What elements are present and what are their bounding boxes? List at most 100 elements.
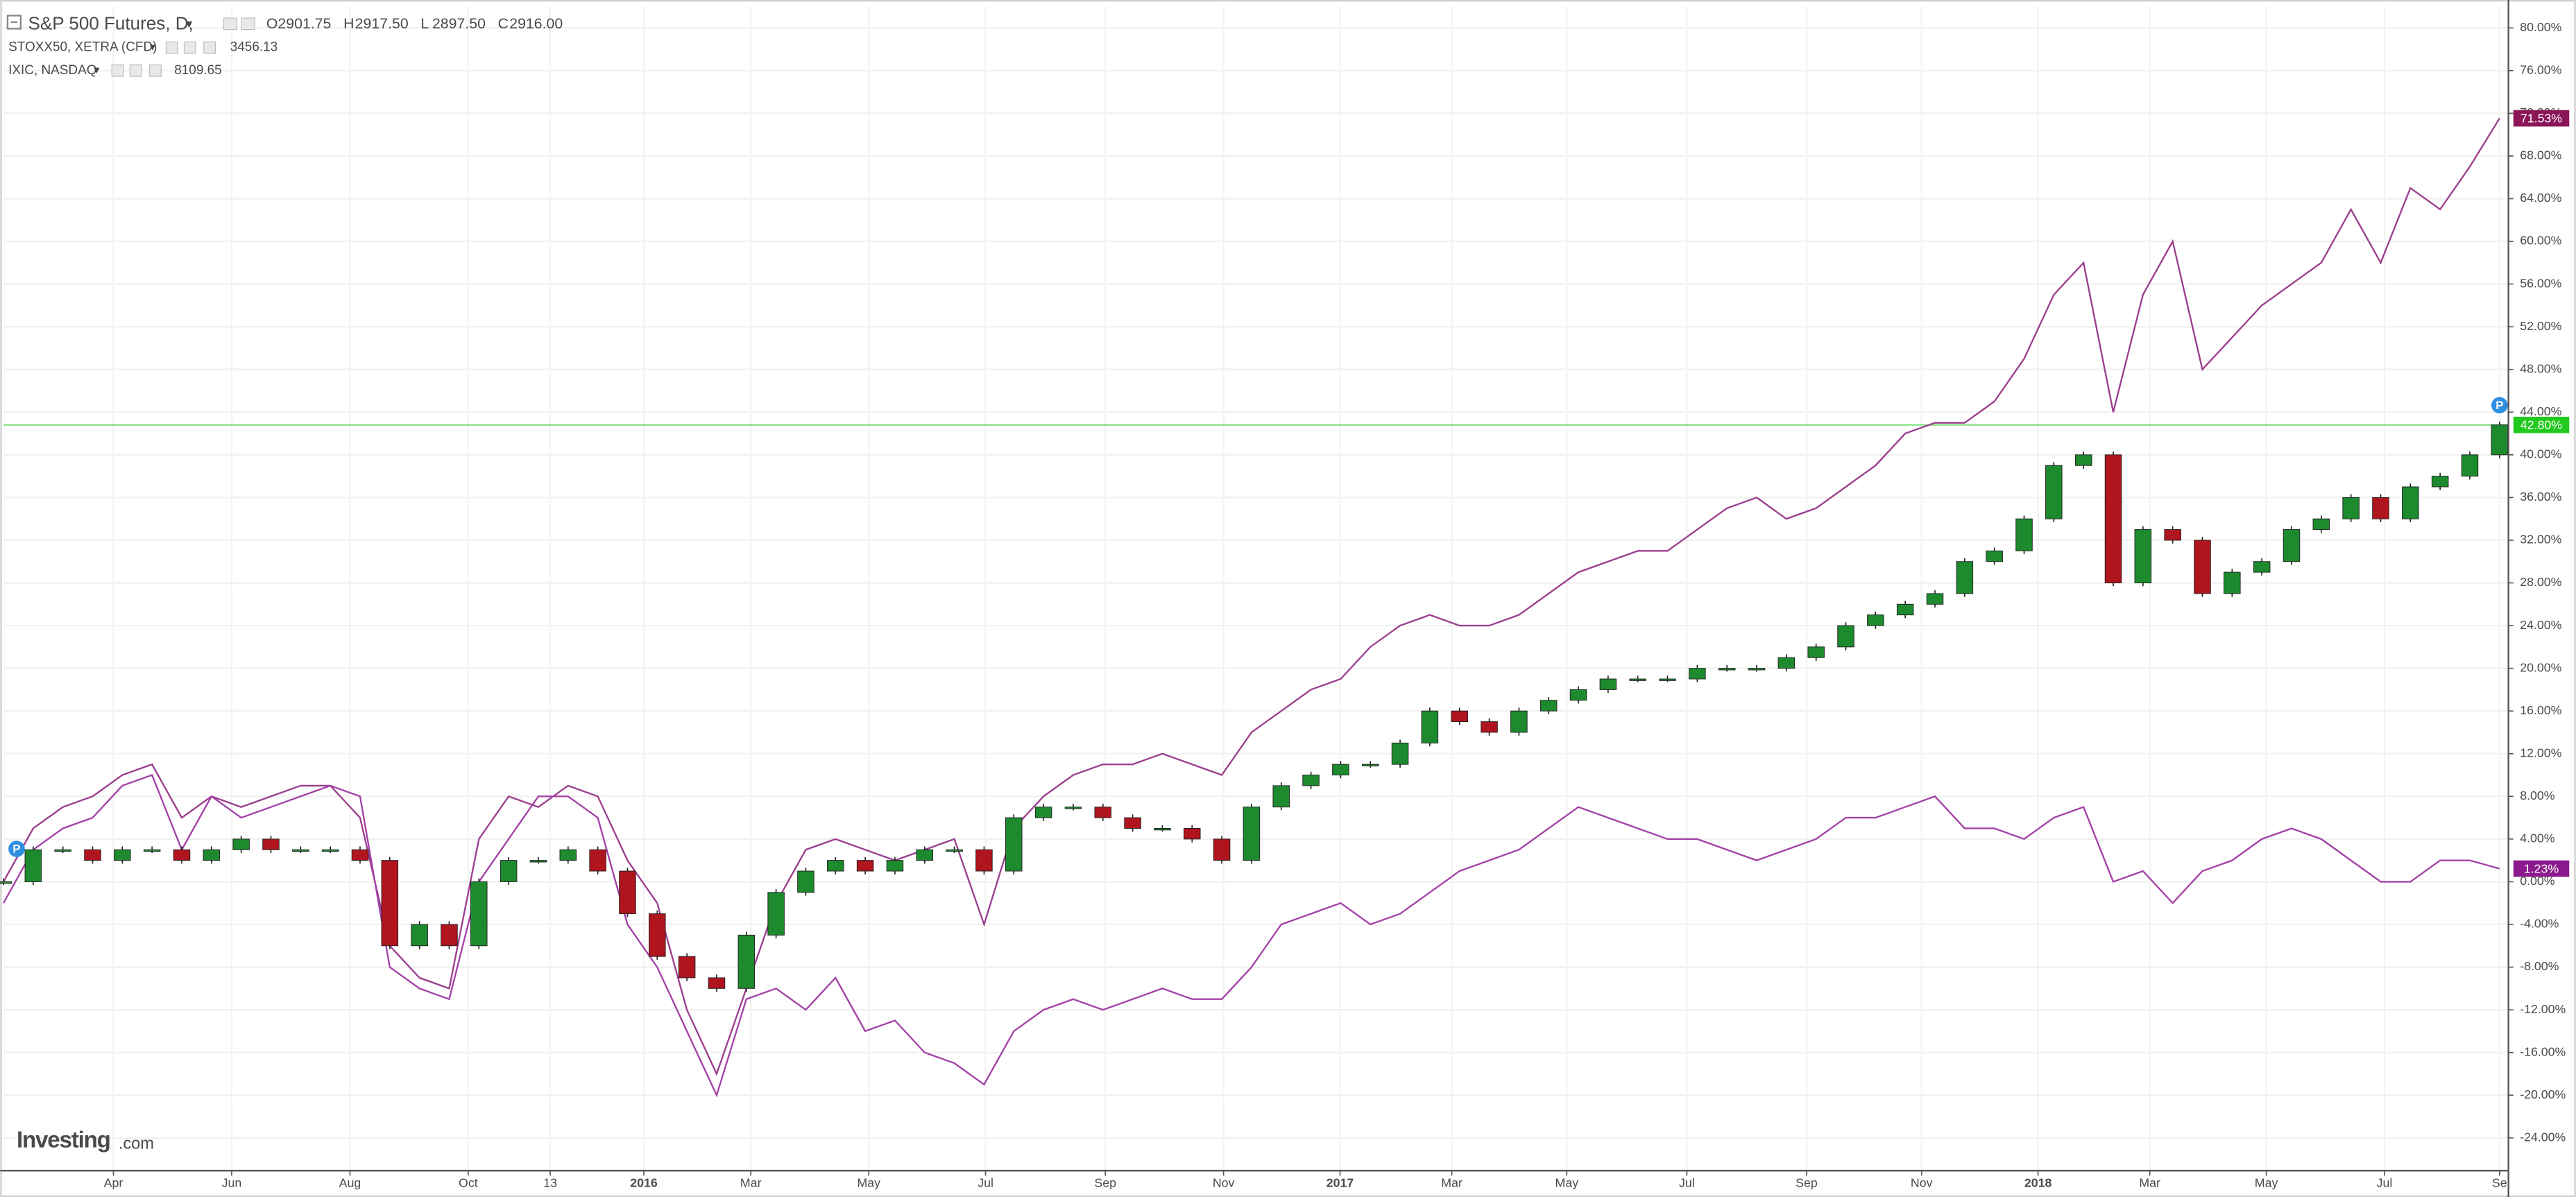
candle bbox=[2342, 497, 2360, 519]
candle bbox=[500, 860, 518, 882]
candle bbox=[559, 849, 577, 861]
y-tick-label: 8.00% bbox=[2520, 789, 2555, 802]
candle bbox=[529, 860, 547, 863]
dropdown-icon[interactable]: ▾ bbox=[94, 63, 100, 76]
candle bbox=[886, 860, 904, 872]
x-tick-label: May bbox=[2255, 1176, 2278, 1190]
candle bbox=[2491, 424, 2509, 456]
brand-suffix: .com bbox=[119, 1135, 154, 1153]
pin-icon[interactable] bbox=[2491, 397, 2508, 414]
close-icon[interactable] bbox=[203, 41, 216, 54]
candle bbox=[2461, 454, 2479, 477]
dropdown-icon[interactable]: ▾ bbox=[186, 17, 193, 32]
x-tick-label: Nov bbox=[1213, 1176, 1235, 1190]
x-tick-label: Mar bbox=[740, 1176, 762, 1190]
candle bbox=[84, 849, 101, 861]
ohlc-label: H bbox=[343, 15, 354, 32]
candle bbox=[24, 849, 42, 882]
candle bbox=[1777, 657, 1795, 669]
series-line bbox=[2, 774, 2500, 1098]
candle bbox=[619, 870, 636, 915]
candle bbox=[1332, 764, 1349, 775]
y-tick-label: -12.00% bbox=[2520, 1002, 2566, 1016]
x-tick-label: Sep bbox=[1795, 1176, 1818, 1190]
candle bbox=[203, 849, 221, 861]
y-tick-label: 28.00% bbox=[2520, 575, 2561, 589]
series-name: IXIC, NASDAQ bbox=[8, 63, 96, 78]
pin-icon[interactable] bbox=[8, 841, 25, 857]
y-tick-label: 52.00% bbox=[2520, 319, 2561, 333]
candle bbox=[827, 860, 844, 872]
brand: Investing bbox=[17, 1127, 110, 1153]
candle bbox=[2164, 529, 2181, 541]
candle bbox=[441, 924, 458, 947]
candle bbox=[1510, 710, 1528, 733]
candle bbox=[797, 870, 814, 893]
candle bbox=[232, 838, 250, 850]
close-icon[interactable] bbox=[149, 64, 162, 77]
settings-icon[interactable] bbox=[223, 17, 237, 31]
pin-icon-text: P bbox=[12, 843, 20, 856]
hide-icon[interactable] bbox=[183, 41, 196, 54]
candle bbox=[1094, 807, 1112, 818]
candle bbox=[975, 849, 993, 872]
y-tick-label: 16.00% bbox=[2520, 703, 2561, 717]
candle bbox=[1272, 785, 1290, 808]
y-tick-label: -8.00% bbox=[2520, 959, 2559, 973]
settings-icon[interactable] bbox=[165, 41, 178, 54]
ohlc-label: C bbox=[498, 15, 509, 32]
candle bbox=[1243, 807, 1261, 861]
ohlc-value: 2897.50 bbox=[432, 15, 486, 32]
x-tick-label: Jul bbox=[1679, 1176, 1695, 1190]
y-tick-label: -4.00% bbox=[2520, 917, 2559, 931]
candle bbox=[1689, 668, 1706, 680]
hide-icon[interactable] bbox=[241, 17, 255, 31]
x-tick-label: 2018 bbox=[2024, 1176, 2052, 1190]
candle bbox=[737, 934, 756, 989]
candle bbox=[1005, 817, 1023, 872]
candle bbox=[1986, 550, 2003, 562]
y-tick-label: 44.00% bbox=[2520, 404, 2561, 418]
candle bbox=[2253, 561, 2271, 573]
x-tick-label: Sep bbox=[1094, 1176, 1116, 1190]
candle bbox=[54, 849, 71, 852]
y-tick-label: 4.00% bbox=[2520, 832, 2555, 845]
candle bbox=[1154, 827, 1171, 831]
settings-icon[interactable] bbox=[111, 64, 124, 77]
dropdown-icon[interactable]: ▾ bbox=[150, 40, 156, 53]
collapse-icon[interactable] bbox=[6, 15, 22, 30]
candle bbox=[2134, 529, 2152, 583]
candle bbox=[1213, 838, 1231, 861]
candle bbox=[1064, 807, 1082, 809]
y-tick-label: 36.00% bbox=[2520, 490, 2561, 503]
candle bbox=[0, 881, 12, 884]
candle bbox=[2372, 497, 2389, 519]
pin-icon-text: P bbox=[2496, 399, 2503, 412]
ohlc-label: O bbox=[266, 15, 278, 32]
ohlc-value: 2901.75 bbox=[278, 15, 331, 32]
hide-icon[interactable] bbox=[129, 64, 142, 77]
y-tick-label: 40.00% bbox=[2520, 447, 2561, 461]
ohlc: O 2901.75 H 2917.50 L 2897.50 C 2916.00 bbox=[266, 15, 563, 32]
candle bbox=[470, 881, 488, 947]
candle bbox=[1629, 678, 1646, 681]
y-tick-label: 12.00% bbox=[2520, 746, 2561, 759]
series-name: STOXX50, XETRA (CFD) bbox=[8, 40, 157, 55]
candle bbox=[1569, 689, 1587, 701]
candle bbox=[1539, 700, 1558, 712]
last-price: 8109.65 bbox=[174, 63, 221, 78]
y-tick-label: 48.00% bbox=[2520, 361, 2561, 375]
candle bbox=[262, 838, 280, 850]
candle bbox=[1926, 593, 1944, 605]
candle bbox=[411, 924, 428, 947]
ohlc-value: 2917.50 bbox=[355, 15, 409, 32]
candle bbox=[1421, 710, 1439, 743]
x-tick-label: 2017 bbox=[1327, 1176, 1354, 1190]
y-tick-label: 64.00% bbox=[2520, 191, 2561, 205]
candle bbox=[1867, 614, 1884, 626]
ohlc-label: L bbox=[420, 15, 429, 32]
candle bbox=[2431, 476, 2449, 488]
y-tick-label: 80.00% bbox=[2520, 20, 2561, 34]
